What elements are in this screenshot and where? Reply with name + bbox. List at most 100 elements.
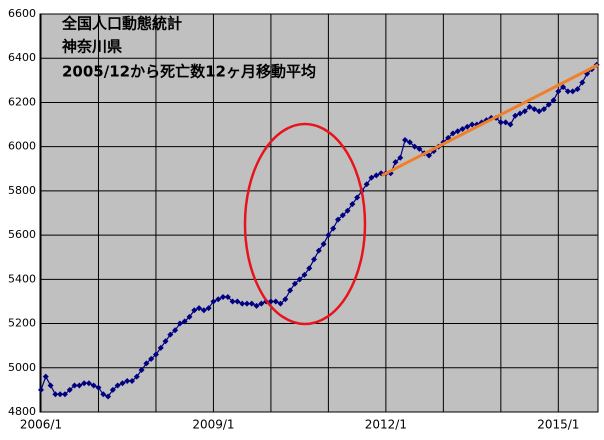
chart-title: 神奈川県 (62, 38, 122, 56)
x-tick-label: 2006/1 (20, 418, 62, 432)
x-tick-label: 2012/1 (365, 418, 407, 432)
data-point (454, 128, 461, 135)
data-point (38, 386, 44, 393)
y-tick-label: 4800 (8, 405, 36, 418)
data-point (334, 216, 341, 223)
data-point (239, 300, 246, 307)
y-tick-label: 5600 (8, 228, 36, 241)
data-point (191, 307, 198, 314)
data-point (521, 108, 528, 115)
data-point (459, 125, 466, 132)
data-point (392, 159, 399, 166)
data-point (243, 300, 250, 307)
data-point (311, 256, 318, 263)
data-point (469, 121, 476, 128)
data-point (540, 106, 547, 113)
y-tick-label: 5200 (8, 317, 36, 330)
data-point (569, 88, 576, 95)
data-point (186, 313, 193, 320)
data-point (42, 373, 49, 380)
data-point (425, 152, 432, 159)
chart-title: 全国人口動態統計 (61, 15, 182, 33)
plot-background (39, 13, 599, 413)
data-point (81, 380, 88, 387)
data-point (210, 298, 217, 305)
data-point (574, 86, 581, 93)
data-point (277, 300, 284, 307)
data-point (536, 108, 543, 115)
data-point (564, 88, 571, 95)
data-point (133, 373, 140, 380)
y-tick-label: 5000 (8, 361, 36, 374)
data-point (52, 391, 59, 398)
data-point (148, 355, 155, 362)
data-point (109, 386, 116, 393)
x-tick-label: 2015/1 (537, 418, 579, 432)
data-point (172, 327, 179, 334)
data-point (363, 181, 370, 188)
data-point (129, 378, 136, 385)
data-point (162, 338, 169, 345)
data-point (339, 212, 346, 219)
data-point (229, 298, 236, 305)
data-point (71, 382, 78, 389)
data-point (234, 298, 241, 305)
data-point (157, 344, 164, 351)
data-point (176, 320, 183, 327)
data-point (200, 307, 207, 314)
data-point (272, 298, 279, 305)
data-point (143, 360, 150, 367)
data-point (531, 106, 538, 113)
data-point (579, 79, 586, 86)
y-tick-label: 6000 (8, 140, 36, 153)
data-point (85, 380, 92, 387)
data-point (330, 225, 337, 232)
data-point (138, 366, 145, 373)
y-tick-label: 5800 (8, 184, 36, 197)
y-tick-label: 5400 (8, 272, 36, 285)
data-point (124, 378, 131, 385)
data-point (526, 103, 533, 110)
y-tick-label: 6600 (8, 7, 36, 20)
data-point (248, 300, 255, 307)
y-tick-label: 6200 (8, 95, 36, 108)
data-point (368, 174, 375, 181)
data-point (344, 207, 351, 214)
data-point (512, 112, 519, 119)
data-point (545, 101, 552, 108)
data-point (95, 384, 102, 391)
data-point (517, 110, 523, 117)
data-point (507, 121, 514, 128)
data-point (61, 391, 68, 398)
data-point (220, 294, 227, 301)
data-point (497, 119, 504, 126)
data-point (397, 154, 404, 161)
data-point (282, 296, 289, 303)
data-point (105, 393, 112, 400)
data-point (76, 382, 83, 389)
annotation-ellipse (243, 122, 367, 326)
data-point (215, 296, 222, 303)
data-point (253, 302, 260, 309)
data-point (90, 382, 97, 389)
data-point (464, 123, 471, 130)
data-point (167, 331, 174, 338)
data-point (449, 130, 456, 137)
data-point (406, 139, 413, 146)
data-point (57, 391, 64, 398)
chart-title: 2005/12から死亡数12ヶ月移動平均 (62, 63, 316, 81)
data-point (258, 300, 265, 307)
data-point (152, 351, 159, 358)
data-point (205, 305, 212, 312)
data-point (411, 143, 418, 150)
data-point (325, 232, 332, 239)
plot-area: 4800 5000 5200 5400 5600 5800 6000 6200 6400 6600… (8, 7, 600, 432)
data-point (119, 380, 126, 387)
data-point (181, 318, 188, 325)
data-point (114, 382, 121, 389)
data-point (320, 240, 327, 247)
trend-line (381, 63, 599, 177)
data-point (291, 280, 298, 287)
